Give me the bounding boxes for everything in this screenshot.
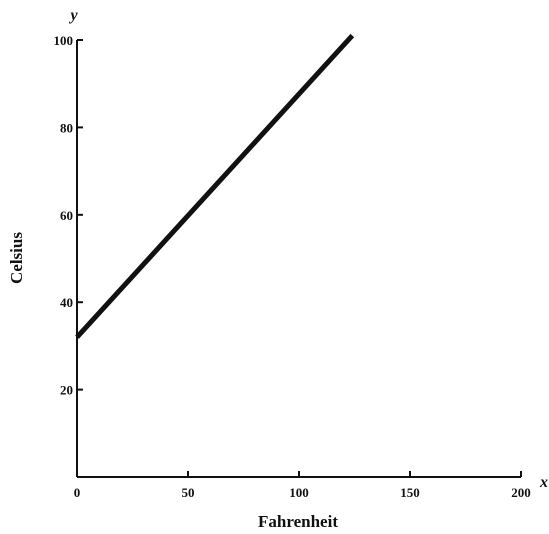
x-tick-label: 100	[289, 485, 309, 500]
y-axis-title: Celsius	[7, 232, 26, 284]
x-tick-label: 150	[400, 485, 420, 500]
x-tick-label: 200	[511, 485, 531, 500]
y-tick-label: 80	[60, 120, 73, 135]
series-layer	[75, 33, 355, 339]
x-ticks: 0 50 100 150 200	[74, 471, 531, 500]
x-axis-title: Fahrenheit	[258, 512, 338, 531]
y-tick-label: 40	[60, 295, 73, 310]
y-tick-label: 60	[60, 208, 73, 223]
y-axis-symbol: y	[68, 7, 78, 24]
y-tick-label: 20	[60, 383, 73, 398]
y-tick-label: 100	[54, 33, 74, 48]
x-tick-label: 50	[182, 485, 195, 500]
x-axis-symbol: x	[539, 474, 548, 491]
axes	[76, 40, 521, 478]
series-line	[75, 33, 355, 339]
y-ticks: 20 40 60 80 100	[54, 33, 83, 398]
x-tick-label: 0	[74, 485, 81, 500]
